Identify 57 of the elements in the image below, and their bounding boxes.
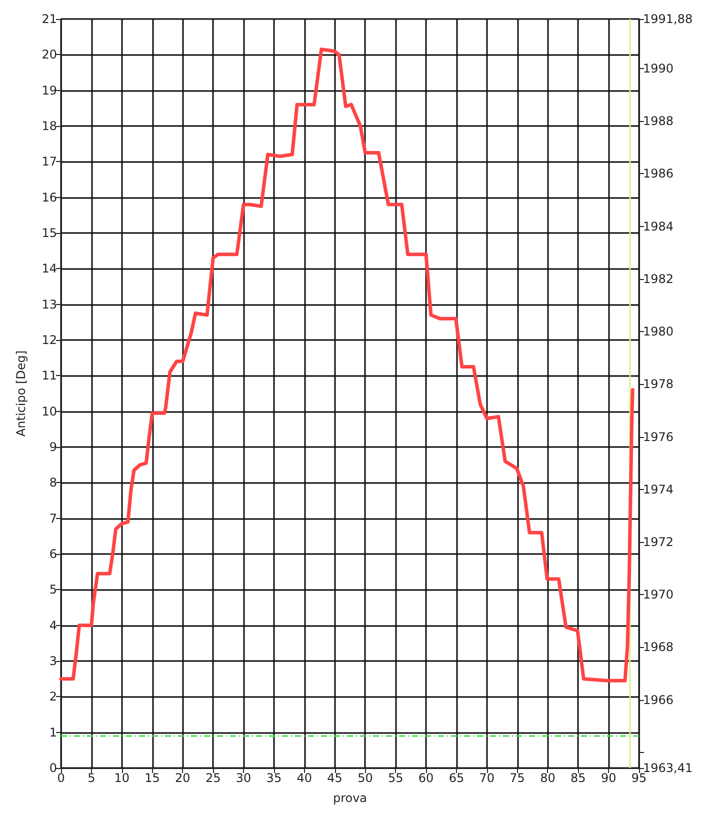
x-tick-label: 60	[418, 771, 434, 785]
y-tick-label: 18	[42, 119, 57, 133]
x-tick-label: 20	[175, 771, 190, 785]
y-tick-label: 7	[49, 511, 57, 526]
x-tick-label: 50	[358, 771, 373, 785]
y2-tick-label: 1966	[643, 692, 674, 707]
x-tick-label: 55	[388, 771, 404, 785]
y-tick-label: 1	[49, 725, 57, 740]
y-tick-label: 6	[49, 547, 57, 561]
y-axis-title: Anticipo [Deg]	[14, 350, 28, 437]
x-tick-label: 70	[479, 771, 495, 785]
y2-tick-label: 1976	[643, 430, 674, 444]
y-tick-label: 3	[49, 654, 57, 668]
y2-tick-label: 1968	[643, 640, 674, 654]
y-tick-label: 11	[42, 368, 57, 383]
y-tick-label: 9	[49, 440, 57, 454]
x-tick-label: 5	[88, 771, 96, 785]
y-tick-label: 0	[49, 761, 57, 775]
y2-tick-label: 1986	[643, 166, 674, 181]
x-tick-label: 25	[205, 771, 221, 785]
x-tick-label: 85	[570, 771, 586, 785]
x-tick-label: 45	[327, 771, 342, 785]
y-tick-label: 16	[42, 190, 57, 204]
y-tick-label: 5	[49, 582, 57, 597]
y-tick-label: 21	[42, 12, 57, 26]
y2-tick-label: 1984	[643, 219, 674, 234]
y-tick-label: 20	[42, 48, 57, 62]
y-tick-label: 15	[42, 226, 57, 240]
y2-tick-label: 1991,88	[643, 12, 693, 26]
x-tick-label: 30	[236, 771, 252, 785]
y-tick-label: 2	[49, 690, 57, 704]
x-tick-label: 90	[600, 771, 616, 785]
y-tick-label: 13	[42, 297, 57, 312]
y2-tick-label: 1970	[643, 588, 674, 602]
y-tick-label: 14	[42, 262, 57, 276]
x-tick-label: 10	[114, 771, 130, 785]
y2-tick-label: 1974	[643, 482, 674, 496]
y2-tick-label: 1980	[643, 324, 674, 339]
y-tick-label: 8	[49, 476, 57, 490]
y-tick-label: 17	[42, 154, 57, 169]
line-series	[59, 48, 634, 682]
x-tick-label: 35	[266, 771, 282, 785]
x-axis-title: prova	[332, 791, 368, 805]
y2-tick-label: 1988	[643, 114, 674, 128]
y-tick-label: 10	[42, 404, 57, 418]
y-tick-label: 4	[49, 618, 57, 632]
x-tick-label: 15	[144, 771, 160, 785]
x-tick-label: 40	[296, 771, 312, 785]
x-tick-label: 65	[448, 771, 464, 785]
y2-tick-label: 1978	[643, 377, 674, 392]
y2-tick-label: 1972	[643, 535, 674, 550]
x-tick-label: 80	[540, 771, 556, 785]
x-tick-label: 75	[510, 771, 525, 785]
y2-tick-label: 1990	[643, 61, 674, 76]
y-tick-label: 12	[42, 333, 57, 347]
y2-tick-label: 1982	[643, 272, 674, 286]
y-tick-label: 19	[42, 83, 57, 98]
